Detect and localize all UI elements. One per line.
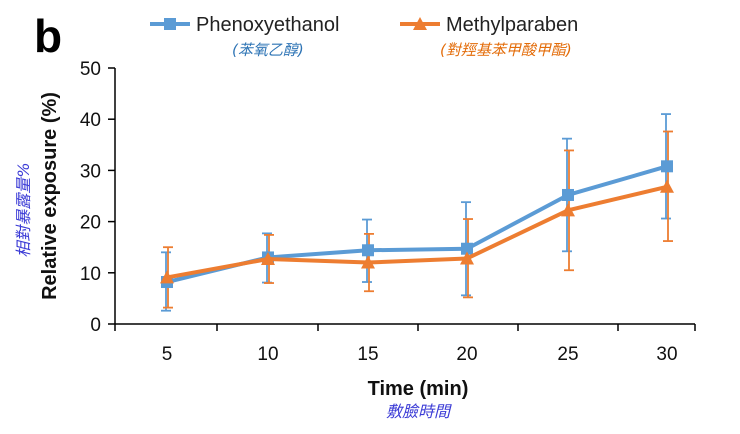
legend-label-phenoxyethanol: Phenoxyethanol	[196, 14, 339, 36]
x-ticks: 5 10 15 20 25 30	[114, 324, 696, 365]
y-axis-chinese-label: 相對暴露量%	[14, 162, 33, 257]
data-point-triangle	[460, 251, 474, 265]
data-point-square	[661, 160, 673, 173]
data-point-triangle	[561, 203, 575, 217]
x-tick-label: 5	[162, 344, 173, 365]
legend-sublabel-methylparaben: (對羥基苯甲酸甲酯)	[440, 41, 572, 59]
x-tick-label: 20	[456, 344, 477, 365]
series-phenoxyethanol	[161, 160, 673, 289]
series-layer	[160, 113, 674, 312]
y-axis-title: Relative exposure (%)	[39, 92, 61, 300]
legend-sublabel-phenoxyethanol: (苯氧乙醇)	[232, 41, 304, 59]
y-ticks: 0 10 20 30 40 50	[80, 59, 115, 336]
x-axis-chinese-label: 敷臉時間	[386, 402, 452, 421]
legend-item-methylparaben: Methylparaben (對羥基苯甲酸甲酯)	[400, 14, 578, 59]
y-tick-label: 40	[80, 110, 101, 131]
data-point-square	[362, 244, 374, 257]
legend: Phenoxyethanol (苯氧乙醇) Methylparaben (對羥基…	[150, 14, 578, 59]
y-tick-label: 50	[80, 59, 101, 80]
error-bars-phenoxyethanol	[161, 113, 671, 312]
x-tick-label: 25	[557, 344, 578, 365]
legend-item-phenoxyethanol: Phenoxyethanol (苯氧乙醇)	[150, 14, 339, 59]
y-tick-label: 10	[80, 264, 101, 285]
x-tick-label: 30	[656, 344, 677, 365]
data-point-triangle	[361, 255, 375, 269]
axes: 0 10 20 30 40 50 5 10 15 20 25 30	[80, 59, 696, 365]
x-tick-label: 15	[357, 344, 378, 365]
data-point-triangle	[660, 179, 674, 193]
y-tick-label: 0	[90, 315, 101, 336]
legend-label-methylparaben: Methylparaben	[446, 14, 578, 36]
data-point-square	[562, 188, 574, 201]
panel-letter: b	[34, 10, 62, 62]
series-line-methylparaben	[166, 184, 668, 280]
legend-marker-triangle	[413, 17, 427, 30]
data-point-triangle	[261, 251, 275, 265]
y-tick-label: 20	[80, 213, 101, 234]
data-point-square	[461, 242, 473, 255]
x-axis-title: Time (min)	[368, 378, 469, 400]
data-point-triangle	[160, 270, 174, 284]
series-methylparaben	[160, 179, 674, 284]
legend-marker-square	[164, 18, 176, 30]
x-tick-label: 10	[257, 344, 278, 365]
y-tick-label: 30	[80, 161, 101, 182]
error-bars-methylparaben	[163, 130, 673, 309]
